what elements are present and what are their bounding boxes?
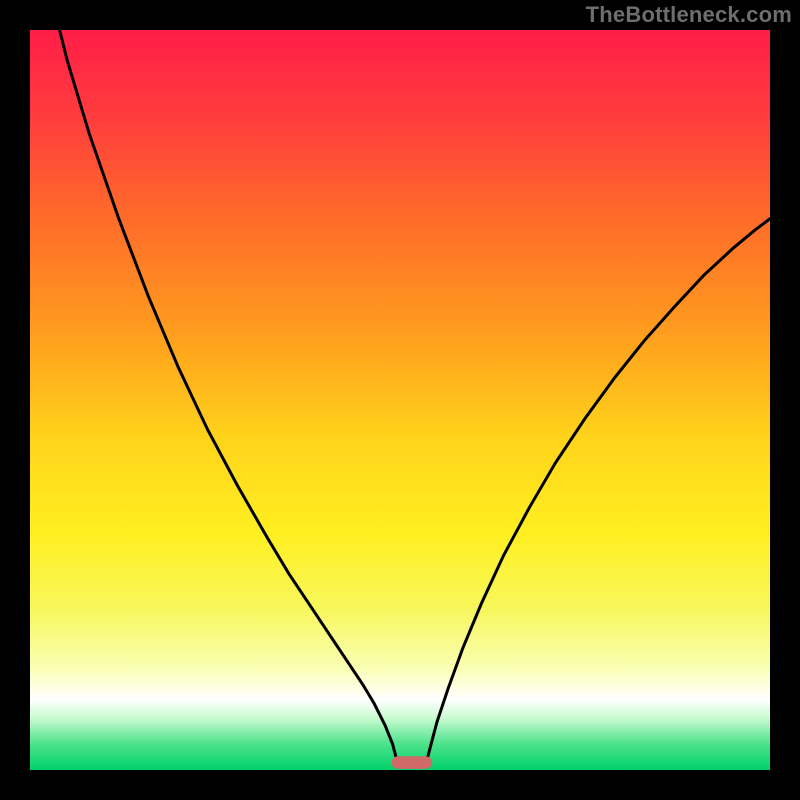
chart-svg bbox=[30, 30, 770, 770]
chart-root: TheBottleneck.com bbox=[0, 0, 800, 800]
bottleneck-marker bbox=[391, 756, 432, 769]
gradient-background bbox=[30, 30, 770, 770]
watermark-label: TheBottleneck.com bbox=[586, 2, 792, 28]
plot-area bbox=[30, 30, 770, 770]
